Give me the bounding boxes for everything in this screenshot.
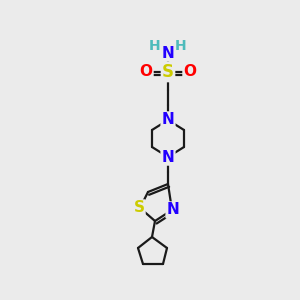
Text: H: H — [149, 39, 161, 53]
Text: N: N — [162, 46, 174, 61]
Text: O: O — [140, 64, 152, 80]
Text: O: O — [184, 64, 196, 80]
Text: N: N — [162, 112, 174, 128]
Text: S: S — [162, 63, 174, 81]
Text: S: S — [134, 200, 145, 215]
Text: N: N — [167, 202, 179, 217]
Text: N: N — [162, 149, 174, 164]
Text: H: H — [175, 39, 187, 53]
